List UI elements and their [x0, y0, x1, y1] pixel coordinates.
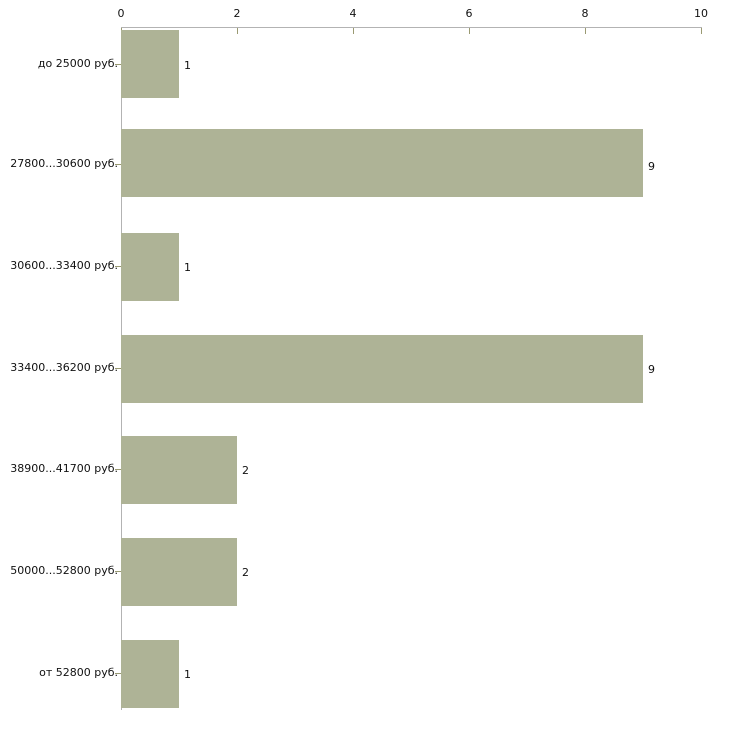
y-axis-tick-label: до 25000 руб. — [37, 57, 118, 70]
x-axis-tick-label: 10 — [694, 7, 708, 20]
x-axis-tick-label: 8 — [581, 7, 589, 20]
y-axis-tick-label: 30600...33400 руб. — [10, 259, 118, 272]
y-axis-tick-label: от 52800 руб. — [39, 666, 118, 679]
y-axis-tick-label: 38900...41700 руб. — [10, 462, 118, 475]
bar — [121, 436, 237, 504]
bar — [121, 129, 643, 197]
x-axis-tick — [585, 28, 586, 34]
y-axis-tick — [115, 368, 121, 369]
x-axis-tick-label: 2 — [233, 7, 241, 20]
x-axis-tick — [469, 28, 470, 34]
y-axis-tick — [115, 266, 121, 267]
bar — [121, 30, 179, 98]
bar — [121, 233, 179, 301]
x-axis-tick — [237, 28, 238, 34]
y-axis-tick — [115, 469, 121, 470]
y-axis-tick — [115, 64, 121, 65]
bar-value-label: 9 — [648, 363, 655, 376]
y-axis-tick-label: 33400...36200 руб. — [10, 361, 118, 374]
y-axis-tick-label: 27800...30600 руб. — [10, 157, 118, 170]
bar-value-label: 1 — [184, 261, 191, 274]
y-axis-tick-label: 50000...52800 руб. — [10, 564, 118, 577]
y-axis-tick — [115, 164, 121, 165]
y-axis-tick — [115, 571, 121, 572]
bar-value-label: 2 — [242, 566, 249, 579]
bar-value-label: 1 — [184, 668, 191, 681]
bar-value-label: 9 — [648, 160, 655, 173]
bar-value-label: 1 — [184, 59, 191, 72]
y-axis-tick — [115, 673, 121, 674]
x-axis-tick — [353, 28, 354, 34]
x-axis-line — [121, 27, 702, 28]
x-axis-tick — [701, 28, 702, 34]
bar-value-label: 2 — [242, 464, 249, 477]
x-axis-tick-label: 0 — [117, 7, 125, 20]
bar — [121, 640, 179, 708]
bar — [121, 335, 643, 403]
bar — [121, 538, 237, 606]
x-axis-tick-label: 6 — [465, 7, 473, 20]
x-axis-tick-label: 4 — [349, 7, 357, 20]
